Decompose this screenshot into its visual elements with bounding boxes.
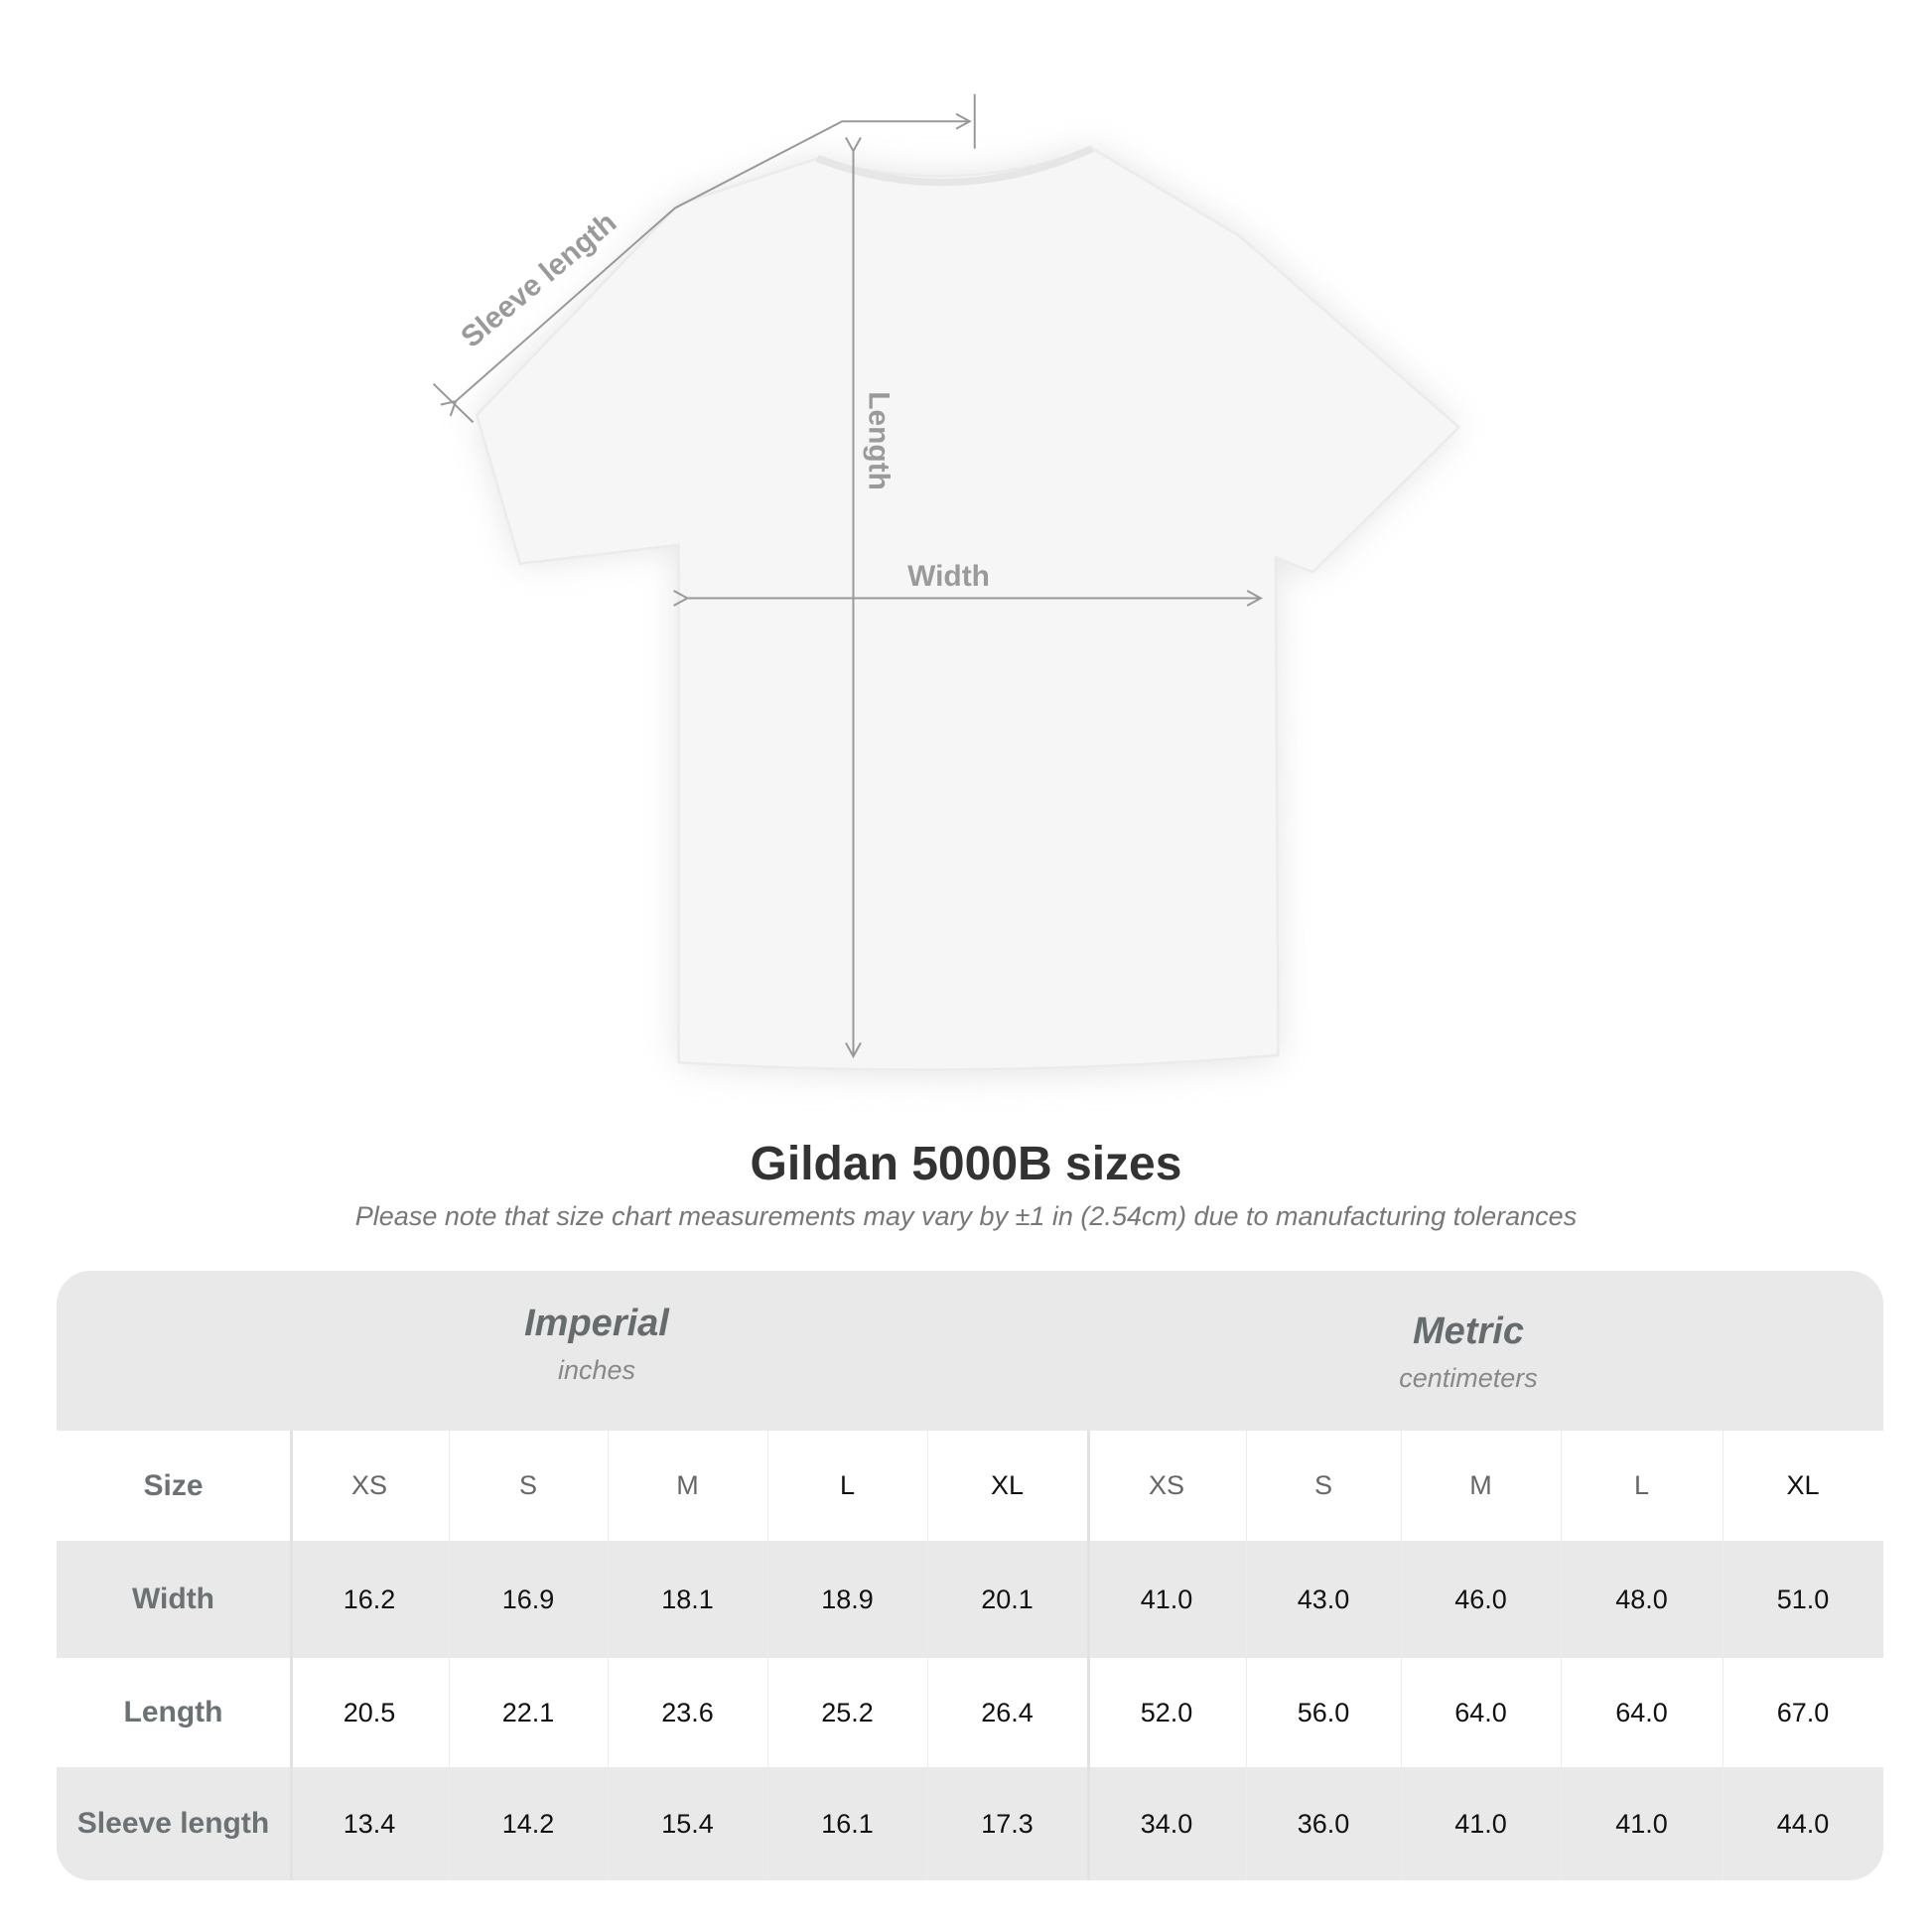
table-cell: 41.0	[1454, 1808, 1507, 1839]
table-cell: 51.0	[1776, 1584, 1830, 1614]
table-cell: S	[1313, 1470, 1332, 1500]
column-divider	[1561, 1431, 1562, 1880]
table-cell: 41.0	[1140, 1584, 1193, 1614]
table-cell: 44.0	[1776, 1808, 1830, 1839]
table-cell: 56.0	[1297, 1697, 1350, 1727]
column-divider	[927, 1431, 928, 1880]
table-cell: 16.1	[821, 1808, 874, 1839]
table-cell: 16.9	[501, 1584, 555, 1614]
size-table: Imperial inches Metric centimeters Size X…	[57, 1271, 1883, 1880]
table-cell: 20.5	[343, 1697, 396, 1727]
table-cell: 26.4	[981, 1697, 1034, 1727]
tolerance-note: Please note that size chart measurements…	[354, 1201, 1578, 1231]
table-cell: 22.1	[501, 1697, 555, 1727]
table-cell: 34.0	[1140, 1808, 1193, 1839]
table-cell: M	[676, 1470, 699, 1500]
table-cell: XS	[350, 1470, 388, 1500]
shirt-body	[475, 147, 1461, 1071]
metric-title: Metric	[1413, 1311, 1524, 1352]
table-cell: 14.2	[501, 1808, 555, 1839]
column-divider	[1723, 1431, 1724, 1880]
metric-header: Metric centimeters	[1171, 1311, 1766, 1394]
imperial-header: Imperial inches	[299, 1303, 895, 1386]
column-divider	[1087, 1431, 1090, 1880]
row-label: Width	[131, 1583, 215, 1615]
width-label: Width	[907, 560, 990, 593]
table-cell: L	[839, 1470, 856, 1500]
sleeve-tick	[432, 382, 475, 424]
table-cell: L	[1633, 1470, 1650, 1500]
table-cell: 25.2	[821, 1697, 874, 1727]
sleeve-length-arrow	[440, 112, 972, 417]
table-cell: 18.9	[821, 1584, 874, 1614]
table-cell: 46.0	[1454, 1584, 1507, 1614]
column-divider	[1401, 1431, 1402, 1880]
table-cell: 15.4	[661, 1808, 714, 1839]
table-cell: 16.2	[343, 1584, 396, 1614]
row-label: Length	[123, 1696, 223, 1728]
imperial-title: Imperial	[524, 1303, 669, 1344]
table-row: Width 16.2 16.9 18.1 18.9 20.1 41.0 43.0 46.0 48.…	[57, 1541, 1883, 1658]
table-cell: 64.0	[1615, 1697, 1668, 1727]
length-label: Length	[863, 391, 896, 490]
table-cell: 41.0	[1615, 1808, 1668, 1839]
size-row: Size XS S M L XL XS S M L XL	[57, 1431, 1883, 1541]
imperial-unit: inches	[557, 1355, 636, 1385]
row-label: Size	[143, 1468, 204, 1502]
row-label: Sleeve length	[76, 1807, 270, 1840]
table-cell: 36.0	[1297, 1808, 1350, 1839]
page-title: Gildan 5000B sizes	[750, 1138, 1182, 1190]
table-cell: XL	[990, 1470, 1025, 1500]
table-cell: S	[518, 1470, 537, 1500]
table-cell: 64.0	[1454, 1697, 1507, 1727]
table-cell: XS	[1148, 1470, 1185, 1500]
table-cell: 52.0	[1140, 1697, 1193, 1727]
table-cell: 18.1	[661, 1584, 714, 1614]
column-divider	[449, 1431, 450, 1880]
table-cell: 48.0	[1615, 1584, 1668, 1614]
table-cell: 23.6	[661, 1697, 714, 1727]
table-cell: 43.0	[1297, 1584, 1350, 1614]
table-cell: 17.3	[981, 1808, 1034, 1839]
table-cell: 13.4	[343, 1808, 396, 1839]
table-cell: 20.1	[981, 1584, 1034, 1614]
table-header: Imperial inches Metric centimeters	[57, 1271, 1883, 1431]
table-cell: XL	[1786, 1470, 1820, 1500]
table-cell: M	[1469, 1470, 1492, 1500]
table-cell: 67.0	[1776, 1697, 1830, 1727]
metric-unit: centimeters	[1399, 1363, 1538, 1393]
column-divider	[290, 1431, 293, 1880]
column-divider	[608, 1431, 609, 1880]
table-row: Length 20.5 22.1 23.6 25.2 26.4 52.0 56.0 64.0 64…	[57, 1658, 1883, 1767]
table-row: Sleeve length 13.4 14.2 15.4 16.1 17.3 34.0 36.…	[57, 1767, 1883, 1880]
column-divider	[1246, 1431, 1247, 1880]
column-divider	[767, 1431, 768, 1880]
